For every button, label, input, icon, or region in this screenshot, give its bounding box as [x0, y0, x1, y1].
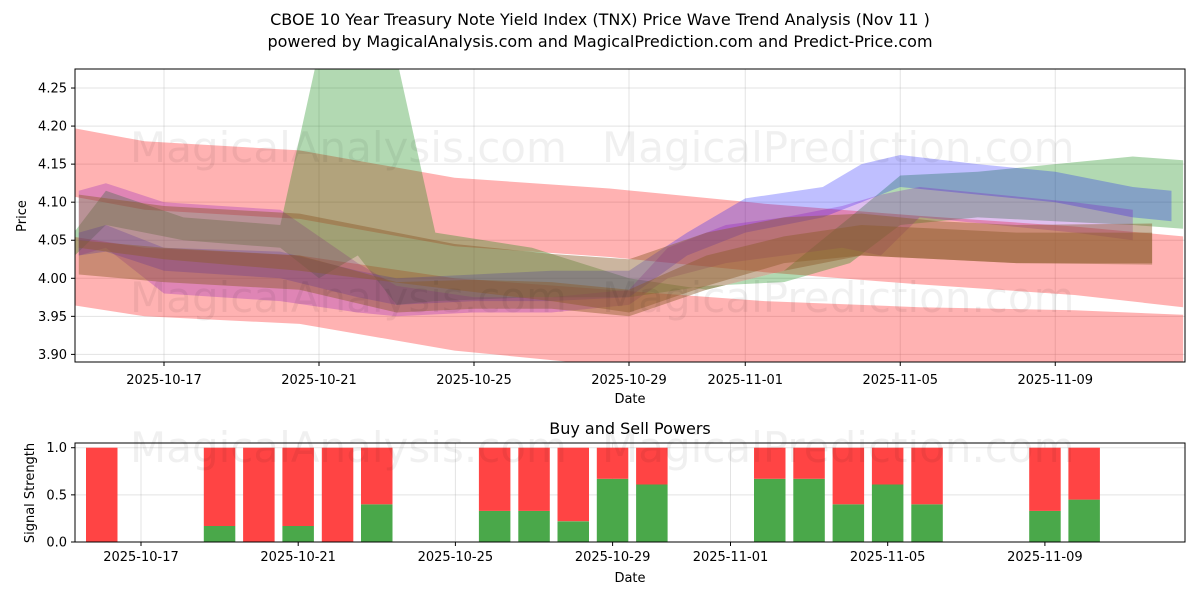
price-y-tick-label: 4.15: [38, 158, 67, 173]
sell-bar: [1029, 447, 1061, 511]
price-chart-bands: [75, 69, 1184, 362]
bar-y-tick-label: 1.0: [46, 441, 67, 456]
buy-bar: [518, 510, 550, 542]
buy-bar: [361, 504, 393, 542]
bar-y-tick-label: 0.0: [46, 536, 67, 551]
sell-bar: [86, 447, 118, 542]
bar-x-label: Date: [614, 571, 645, 586]
sell-bar: [361, 447, 393, 505]
price-y-tick-label: 4.00: [38, 272, 67, 287]
sell-bar: [832, 447, 865, 505]
bar-y-tick-label: 0.5: [46, 488, 67, 503]
price-x-tick-label: 2025-10-29: [591, 373, 667, 388]
buy-bar: [478, 510, 511, 542]
bar-x-tick-label: 2025-10-21: [260, 550, 336, 565]
price-y-tick-label: 4.10: [38, 196, 67, 211]
buy-bar: [557, 521, 589, 542]
bar-chart-title: Buy and Sell Powers: [549, 419, 711, 438]
sell-bar: [478, 447, 511, 511]
buy-bar: [832, 504, 865, 542]
buy-bar: [793, 478, 825, 542]
watermark-analysis-top: MagicalAnalysis.com: [130, 123, 567, 172]
bar-chart-bars: [86, 447, 1100, 542]
bar-x-tick-label: 2025-10-17: [103, 550, 179, 565]
bar-y-axis: 0.0 0.5 1.0: [46, 441, 75, 551]
watermark-analysis-bottom: MagicalAnalysis.com: [130, 423, 567, 472]
buy-bar: [911, 504, 943, 542]
sell-bar: [596, 447, 629, 479]
price-y-tick-label: 4.20: [38, 120, 67, 135]
price-y-tick-label: 3.90: [38, 348, 67, 363]
price-x-axis: 2025-10-17 2025-10-21 2025-10-25 2025-10-29…: [126, 362, 1093, 388]
price-x-tick-label: 2025-11-09: [1017, 373, 1093, 388]
price-y-tick-label: 3.95: [38, 310, 67, 325]
bar-y-label: Signal Strength: [23, 443, 38, 543]
figure-title-line2: powered by MagicalAnalysis.com and Magic…: [267, 32, 932, 51]
watermark-prediction-top: MagicalPrediction.com: [602, 123, 1075, 172]
sell-bar: [1068, 447, 1100, 500]
price-chart-grid: [75, 69, 1185, 362]
band-brown-wave: [78, 194, 1153, 313]
figure-title-line1: CBOE 10 Year Treasury Note Yield Index (…: [270, 10, 930, 29]
sell-bar: [321, 447, 354, 542]
band-purple-wave: [78, 183, 1133, 317]
price-y-axis: 3.90 3.95 4.00 4.05 4.10 4.15 4.20 4.25: [38, 82, 75, 363]
bar-x-tick-label: 2025-11-01: [693, 550, 769, 565]
buy-bar: [282, 526, 314, 542]
price-x-tick-label: 2025-11-01: [707, 373, 783, 388]
sell-bar: [793, 447, 825, 479]
band-green-wave: [75, 69, 1184, 305]
bar-x-axis: 2025-10-17 2025-10-21 2025-10-25 2025-10-29…: [103, 542, 1083, 565]
band-blue-wave: [78, 155, 1172, 305]
sell-bar: [557, 447, 589, 522]
bar-x-tick-label: 2025-10-29: [575, 550, 651, 565]
bar-x-tick-label: 2025-11-05: [850, 550, 926, 565]
price-x-tick-label: 2025-10-21: [281, 373, 357, 388]
price-y-tick-label: 4.25: [38, 82, 67, 97]
bar-x-tick-label: 2025-11-09: [1007, 550, 1083, 565]
watermark-prediction-mid: MagicalPrediction.com: [602, 273, 1075, 322]
price-chart-frame: [74, 68, 1186, 363]
price-x-label: Date: [614, 392, 645, 407]
price-y-tick-label: 4.05: [38, 234, 67, 249]
bar-chart-frame: [74, 442, 1186, 543]
sell-bar: [243, 447, 275, 542]
sell-bar: [871, 447, 904, 485]
bar-x-tick-label: 2025-10-25: [418, 550, 494, 565]
sell-bar: [911, 447, 943, 505]
sell-bar: [203, 447, 236, 526]
buy-bar: [871, 484, 904, 542]
buy-bar: [1068, 499, 1100, 542]
price-x-tick-label: 2025-11-05: [862, 373, 938, 388]
watermark-prediction-bottom: MagicalPrediction.com: [602, 423, 1075, 472]
band-red-lower-band: [75, 237, 1184, 362]
sell-bar: [282, 447, 314, 526]
price-x-tick-label: 2025-10-17: [126, 373, 202, 388]
buy-bar: [596, 478, 629, 542]
buy-bar: [636, 484, 668, 542]
buy-bar: [203, 526, 236, 542]
sell-bar: [636, 447, 668, 485]
price-x-tick-label: 2025-10-25: [436, 373, 512, 388]
buy-bar: [1029, 510, 1061, 542]
buy-bar: [754, 478, 786, 542]
sell-bar: [754, 447, 786, 479]
band-red-upper-band: [75, 128, 1184, 308]
watermark-analysis-mid: MagicalAnalysis.com: [130, 273, 567, 322]
band-brown-wave-2: [78, 225, 1153, 317]
price-y-label: Price: [15, 200, 30, 232]
sell-bar: [518, 447, 550, 511]
